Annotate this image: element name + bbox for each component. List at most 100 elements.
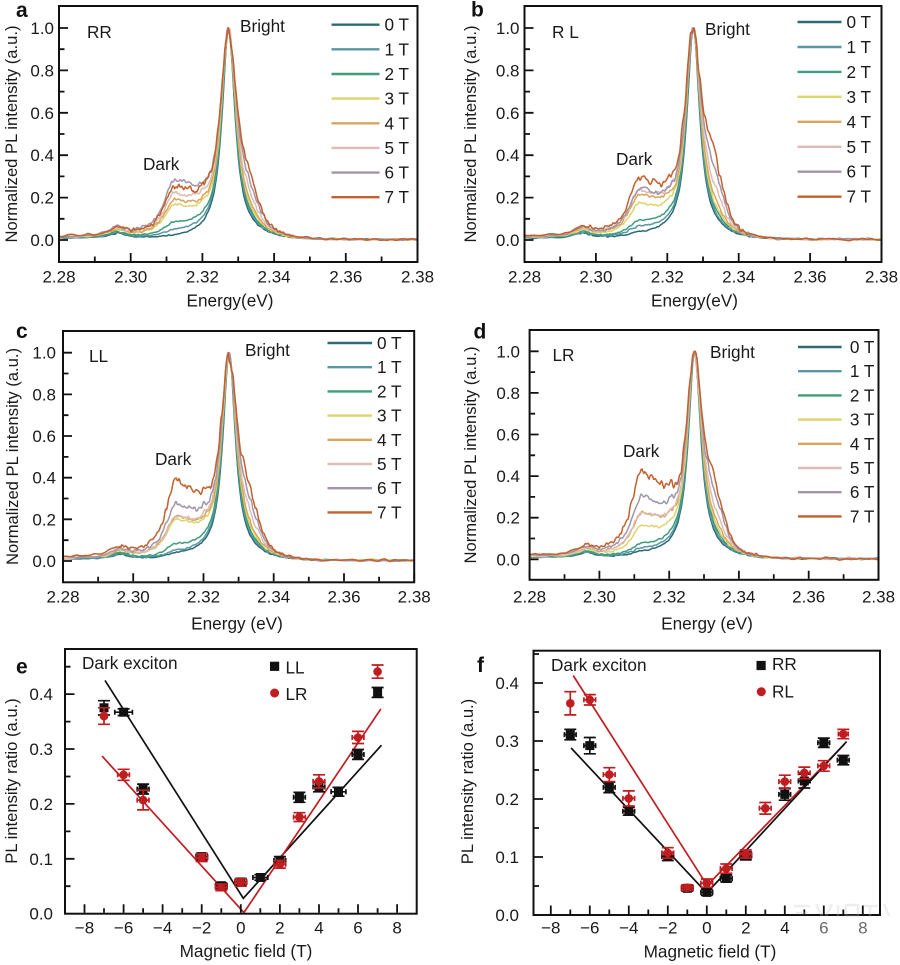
svg-text:Bright: Bright (240, 16, 285, 36)
svg-text:0.8: 0.8 (496, 384, 520, 403)
svg-text:6: 6 (819, 919, 828, 938)
svg-text:2.36: 2.36 (327, 588, 360, 607)
svg-text:Dark exciton: Dark exciton (82, 653, 178, 673)
svg-text:0.1: 0.1 (29, 850, 53, 869)
svg-text:6 T: 6 T (377, 478, 402, 498)
svg-text:2.32: 2.32 (651, 268, 684, 287)
svg-text:0.4: 0.4 (495, 674, 519, 693)
svg-text:0: 0 (236, 919, 245, 938)
svg-text:0 T: 0 T (847, 12, 872, 32)
svg-text:Normalized PL intensity (a.u.): Normalized PL intensity (a.u.) (461, 25, 480, 242)
svg-text:1.0: 1.0 (32, 344, 56, 363)
svg-text:b: b (471, 0, 484, 22)
svg-text:2 T: 2 T (377, 381, 402, 401)
svg-text:1 T: 1 T (377, 357, 402, 377)
svg-text:LL: LL (286, 658, 305, 678)
svg-text:−6: −6 (580, 919, 599, 938)
svg-text:4 T: 4 T (850, 434, 875, 454)
svg-text:0: 0 (702, 919, 711, 938)
svg-text:5 T: 5 T (847, 137, 872, 157)
svg-text:0.0: 0.0 (29, 905, 53, 924)
svg-text:0.3: 0.3 (495, 732, 519, 751)
svg-text:0.6: 0.6 (32, 427, 56, 446)
svg-text:Normalized PL intensity (a.u.): Normalized PL intensity (a.u.) (2, 25, 21, 242)
svg-text:6 T: 6 T (850, 482, 875, 502)
svg-text:5 T: 5 T (385, 138, 410, 158)
svg-text:3 T: 3 T (850, 410, 875, 430)
svg-text:3 T: 3 T (847, 87, 872, 107)
svg-text:7 T: 7 T (377, 502, 402, 522)
svg-text:0.4: 0.4 (496, 467, 520, 486)
svg-text:Bright: Bright (705, 19, 750, 39)
svg-text:2.30: 2.30 (117, 588, 150, 607)
svg-text:7 T: 7 T (385, 187, 410, 207)
svg-text:0.0: 0.0 (495, 906, 519, 925)
svg-text:2.38: 2.38 (398, 588, 431, 607)
svg-text:−6: −6 (114, 919, 133, 938)
svg-text:2.38: 2.38 (865, 268, 898, 287)
svg-text:Dark: Dark (143, 154, 180, 174)
svg-text:2.36: 2.36 (329, 268, 362, 287)
svg-text:PL intensity ratio (a.u.): PL intensity ratio (a.u.) (2, 698, 21, 863)
svg-text:R L: R L (552, 22, 579, 42)
svg-text:0.2: 0.2 (29, 795, 53, 814)
svg-text:2.28: 2.28 (42, 268, 75, 287)
svg-text:Bright: Bright (710, 342, 755, 362)
svg-text:4: 4 (314, 919, 323, 938)
svg-text:2.28: 2.28 (513, 588, 546, 607)
svg-text:0.4: 0.4 (30, 146, 54, 165)
svg-text:2.38: 2.38 (862, 588, 895, 607)
svg-text:2.30: 2.30 (114, 268, 147, 287)
svg-text:0.1: 0.1 (495, 848, 519, 867)
svg-text:2 T: 2 T (847, 62, 872, 82)
svg-text:e: e (16, 656, 28, 679)
svg-text:5 T: 5 T (850, 458, 875, 478)
svg-text:0.8: 0.8 (496, 61, 520, 80)
svg-text:4 T: 4 T (847, 112, 872, 132)
svg-text:3 T: 3 T (385, 89, 410, 109)
svg-text:PL intensity ratio (a.u.): PL intensity ratio (a.u.) (458, 699, 477, 864)
svg-text:0.0: 0.0 (496, 231, 520, 250)
svg-text:2: 2 (741, 919, 750, 938)
svg-text:2.36: 2.36 (792, 588, 825, 607)
svg-text:Magnetic field (T): Magnetic field (T) (644, 942, 777, 962)
svg-text:0.2: 0.2 (496, 509, 520, 528)
svg-text:−2: −2 (192, 919, 211, 938)
svg-text:RL: RL (772, 682, 794, 702)
svg-text:LL: LL (89, 346, 108, 366)
svg-text:1 T: 1 T (850, 361, 875, 381)
svg-text:0.4: 0.4 (496, 146, 520, 165)
svg-text:5 T: 5 T (377, 454, 402, 474)
svg-text:2.34: 2.34 (257, 588, 290, 607)
svg-text:2.38: 2.38 (401, 268, 434, 287)
svg-text:0.8: 0.8 (32, 385, 56, 404)
svg-text:c: c (16, 320, 28, 343)
svg-text:2.30: 2.30 (583, 588, 616, 607)
svg-text:Normalized PL intensity (a.u.): Normalized PL intensity (a.u.) (3, 348, 22, 565)
svg-text:1 T: 1 T (847, 37, 872, 57)
svg-text:2.34: 2.34 (722, 268, 755, 287)
svg-text:2.32: 2.32 (186, 268, 219, 287)
svg-text:RR: RR (772, 654, 797, 674)
svg-text:−8: −8 (541, 919, 560, 938)
svg-text:Energy(eV): Energy(eV) (651, 291, 738, 311)
svg-text:0.8: 0.8 (30, 61, 54, 80)
svg-text:1 T: 1 T (385, 39, 410, 59)
svg-text:0.4: 0.4 (32, 469, 56, 488)
svg-text:6: 6 (353, 919, 362, 938)
svg-text:2.28: 2.28 (508, 268, 541, 287)
svg-text:2.32: 2.32 (187, 588, 220, 607)
svg-text:2.30: 2.30 (579, 268, 612, 287)
svg-text:0.4: 0.4 (29, 685, 53, 704)
svg-text:3 T: 3 T (377, 406, 402, 426)
svg-text:0.6: 0.6 (496, 426, 520, 445)
svg-text:0.6: 0.6 (30, 104, 54, 123)
svg-text:RR: RR (87, 22, 112, 42)
svg-text:2 T: 2 T (850, 385, 875, 405)
svg-text:Dark: Dark (155, 449, 192, 469)
svg-text:LR: LR (286, 684, 308, 704)
svg-text:0.2: 0.2 (495, 790, 519, 809)
svg-text:Energy (eV): Energy (eV) (661, 614, 753, 634)
svg-text:1.0: 1.0 (496, 19, 520, 38)
svg-text:Energy(eV): Energy(eV) (187, 291, 274, 311)
